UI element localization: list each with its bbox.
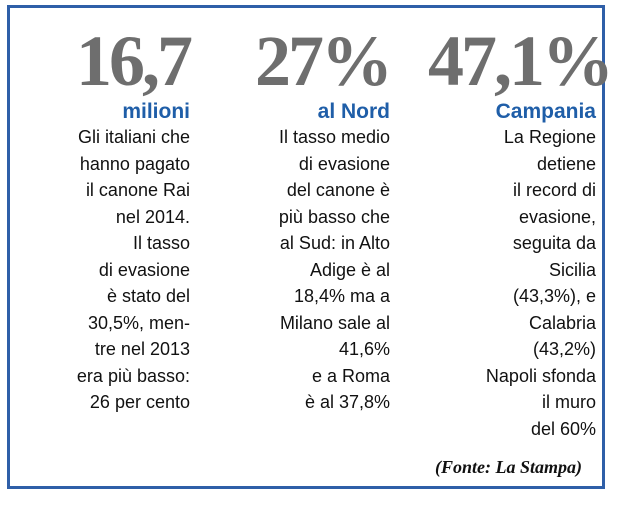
- text-line: al Sud: in Alto: [279, 233, 390, 253]
- text-line: di evasione: [298, 153, 390, 174]
- text-line: (43,2%): [532, 339, 596, 359]
- text-line: tre nel 2013: [94, 339, 190, 359]
- text-line: detiene: [536, 153, 596, 174]
- text-line: il canone Rai: [85, 180, 190, 200]
- stat-column-1: 16,7 milioni Gli italiani che hanno paga…: [32, 20, 193, 416]
- stat-figure: 16,7: [76, 21, 193, 101]
- text-line: Sicilia: [548, 259, 596, 280]
- text-line: Gli italiani che: [77, 127, 190, 147]
- stat-description: Gli italiani che hanno pagato il canone …: [32, 124, 190, 416]
- text-line: evasione,: [518, 206, 596, 227]
- text-line: era più basso:: [76, 365, 190, 386]
- text-line: di evasione: [98, 259, 190, 280]
- text-line: Milano sale al: [279, 312, 390, 333]
- text-line: La Regione: [503, 127, 596, 147]
- stat-label: Campania: [495, 100, 596, 123]
- text-line: 30,5%, men-: [87, 312, 190, 333]
- text-line: del canone è: [286, 180, 390, 200]
- text-line: è stato del: [106, 286, 190, 306]
- text-line: del 60%: [530, 418, 596, 439]
- text-line: nel 2014.: [115, 206, 190, 227]
- stat-column-3: 47,1% Campania La Regione detiene il rec…: [428, 20, 614, 442]
- stat-figure: 47,1%: [428, 21, 614, 101]
- stat-label: al Nord: [317, 100, 390, 123]
- text-line: hanno pagato: [79, 153, 190, 174]
- text-line: Adige è al: [309, 259, 390, 280]
- stat-column-2: 27% al Nord Il tasso medio di evasione d…: [222, 20, 393, 416]
- text-line: il muro: [541, 392, 596, 412]
- text-line: (43,3%), e: [512, 286, 596, 306]
- text-line: Calabria: [528, 312, 596, 333]
- infographic-frame: 16,7 milioni Gli italiani che hanno paga…: [7, 5, 614, 489]
- stat-label: milioni: [122, 100, 190, 123]
- text-line: più basso che: [278, 206, 390, 227]
- text-line: e a Roma: [311, 365, 390, 386]
- source-credit: (Fonte: La Stampa): [435, 457, 582, 477]
- text-line: 41,6%: [338, 339, 390, 359]
- stat-figure: 27%: [255, 21, 393, 101]
- text-line: Il tasso: [132, 233, 190, 253]
- text-line: Il tasso medio: [278, 127, 390, 147]
- text-line: 18,4% ma a: [293, 286, 390, 306]
- stat-description: Il tasso medio di evasione del canone è …: [222, 124, 390, 416]
- text-line: seguita da: [512, 233, 596, 253]
- stat-description: La Regione detiene il record di evasione…: [428, 124, 596, 442]
- text-line: 26 per cento: [89, 392, 190, 412]
- text-line: il record di: [512, 180, 596, 200]
- text-line: è al 37,8%: [304, 392, 390, 412]
- text-line: Napoli sfonda: [485, 365, 596, 386]
